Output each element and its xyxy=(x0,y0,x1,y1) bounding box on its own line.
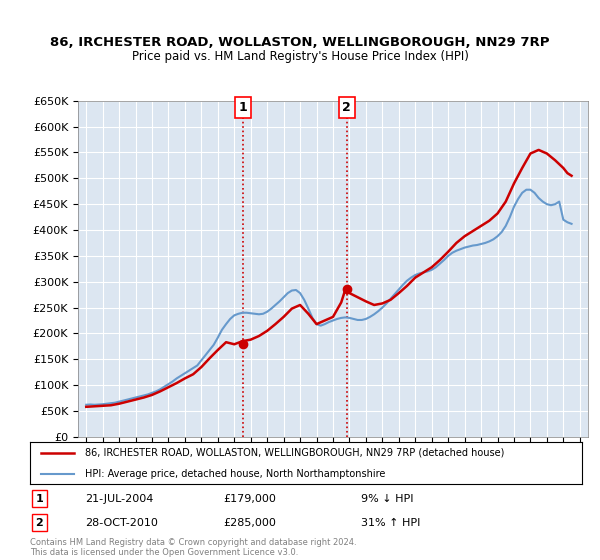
Text: 2: 2 xyxy=(342,101,351,114)
Text: 28-OCT-2010: 28-OCT-2010 xyxy=(85,517,158,528)
Text: HPI: Average price, detached house, North Northamptonshire: HPI: Average price, detached house, Nort… xyxy=(85,469,386,479)
Text: 86, IRCHESTER ROAD, WOLLASTON, WELLINGBOROUGH, NN29 7RP: 86, IRCHESTER ROAD, WOLLASTON, WELLINGBO… xyxy=(50,36,550,49)
Text: 9% ↓ HPI: 9% ↓ HPI xyxy=(361,494,414,504)
Text: Contains HM Land Registry data © Crown copyright and database right 2024.
This d: Contains HM Land Registry data © Crown c… xyxy=(30,538,356,557)
Text: Price paid vs. HM Land Registry's House Price Index (HPI): Price paid vs. HM Land Registry's House … xyxy=(131,50,469,63)
Text: 1: 1 xyxy=(35,494,43,504)
Text: 2: 2 xyxy=(35,517,43,528)
Text: £179,000: £179,000 xyxy=(223,494,276,504)
Text: 86, IRCHESTER ROAD, WOLLASTON, WELLINGBOROUGH, NN29 7RP (detached house): 86, IRCHESTER ROAD, WOLLASTON, WELLINGBO… xyxy=(85,448,505,458)
Text: 1: 1 xyxy=(239,101,248,114)
Text: 21-JUL-2004: 21-JUL-2004 xyxy=(85,494,154,504)
Text: 31% ↑ HPI: 31% ↑ HPI xyxy=(361,517,421,528)
Text: £285,000: £285,000 xyxy=(223,517,276,528)
